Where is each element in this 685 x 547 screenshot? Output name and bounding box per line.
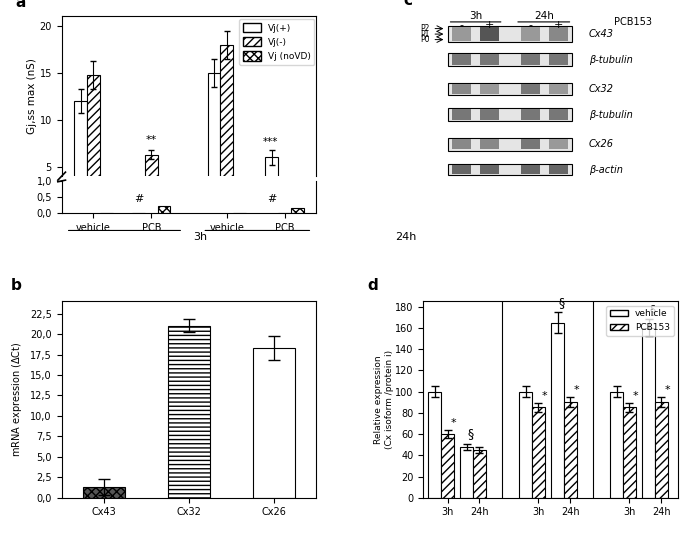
Text: *: *: [542, 391, 548, 401]
Text: P0: P0: [421, 35, 429, 44]
Y-axis label: mRNA expression ($\Delta$Ct): mRNA expression ($\Delta$Ct): [10, 342, 25, 457]
Bar: [145, 155, 158, 214]
Bar: [447, 53, 573, 66]
Bar: [551, 323, 564, 498]
Text: ***: ***: [263, 137, 278, 147]
Bar: [480, 109, 499, 120]
Bar: [441, 434, 454, 498]
Legend: Vj(+), Vj(-), Vj (noVD): Vj(+), Vj(-), Vj (noVD): [239, 19, 314, 65]
Bar: [549, 27, 568, 41]
Text: β-tubulin: β-tubulin: [589, 109, 633, 120]
Text: PCB153: PCB153: [614, 18, 652, 27]
Text: a: a: [16, 0, 26, 10]
Text: 24h: 24h: [534, 11, 554, 21]
Bar: [480, 55, 499, 65]
Bar: [610, 392, 623, 498]
Text: *: *: [574, 385, 580, 394]
Bar: [221, 45, 233, 214]
Text: +: +: [553, 20, 563, 30]
Bar: [452, 165, 471, 174]
Bar: [452, 139, 471, 149]
Text: §: §: [649, 303, 656, 316]
Bar: [480, 165, 499, 174]
Bar: [480, 139, 499, 149]
Bar: [447, 164, 573, 175]
Bar: [447, 26, 573, 43]
Bar: [643, 328, 655, 498]
Text: *: *: [633, 391, 638, 401]
Bar: [452, 84, 471, 94]
Bar: [473, 450, 486, 498]
Bar: [87, 75, 100, 214]
Text: 3h: 3h: [469, 11, 482, 21]
Text: #: #: [267, 194, 277, 204]
Bar: [291, 208, 303, 213]
Text: -: -: [460, 20, 464, 30]
Bar: [208, 73, 221, 214]
Text: b: b: [11, 277, 21, 293]
Bar: [521, 55, 540, 65]
Text: d: d: [367, 277, 378, 293]
Text: Cx26: Cx26: [589, 139, 614, 149]
Bar: [447, 138, 573, 150]
Bar: [158, 207, 171, 213]
Bar: [452, 55, 471, 65]
Y-axis label: Gj,ss max (nS): Gj,ss max (nS): [27, 59, 37, 134]
Text: Cx32: Cx32: [589, 84, 614, 94]
Bar: [447, 108, 573, 121]
Bar: [480, 27, 499, 41]
Bar: [266, 158, 278, 214]
Bar: [521, 165, 540, 174]
Legend: vehicle, PCB153: vehicle, PCB153: [606, 306, 673, 335]
Text: -: -: [528, 20, 532, 30]
Text: P1: P1: [421, 30, 429, 39]
Text: +: +: [485, 20, 495, 30]
Bar: [452, 109, 471, 120]
Bar: [549, 55, 568, 65]
Text: §: §: [558, 295, 564, 309]
Text: 24h: 24h: [395, 232, 416, 242]
Bar: [655, 402, 668, 498]
Bar: [521, 84, 540, 94]
Y-axis label: Relative expression
(Cx isoform /protein i): Relative expression (Cx isoform /protein…: [375, 350, 394, 449]
Bar: [549, 109, 568, 120]
Bar: [168, 326, 210, 498]
Text: **: **: [146, 135, 157, 145]
Bar: [480, 84, 499, 94]
Bar: [452, 27, 471, 41]
Bar: [623, 408, 636, 498]
Bar: [460, 447, 473, 498]
Bar: [549, 165, 568, 174]
Text: β-tubulin: β-tubulin: [589, 55, 633, 65]
Text: #: #: [134, 194, 143, 204]
Text: c: c: [403, 0, 412, 8]
Bar: [83, 487, 125, 498]
Text: β-actin: β-actin: [589, 165, 623, 174]
Bar: [428, 392, 441, 498]
Bar: [521, 139, 540, 149]
Bar: [549, 139, 568, 149]
Text: Cx43: Cx43: [589, 29, 614, 39]
Bar: [521, 109, 540, 120]
Text: 3h: 3h: [193, 232, 208, 242]
Text: P2: P2: [421, 24, 429, 33]
Bar: [521, 27, 540, 41]
Bar: [447, 83, 573, 96]
Bar: [532, 408, 545, 498]
Bar: [253, 348, 295, 498]
Text: *: *: [665, 385, 671, 394]
Text: *: *: [451, 417, 457, 428]
Text: §: §: [467, 427, 473, 440]
Bar: [519, 392, 532, 498]
Bar: [75, 101, 87, 214]
Bar: [549, 84, 568, 94]
Bar: [564, 402, 577, 498]
